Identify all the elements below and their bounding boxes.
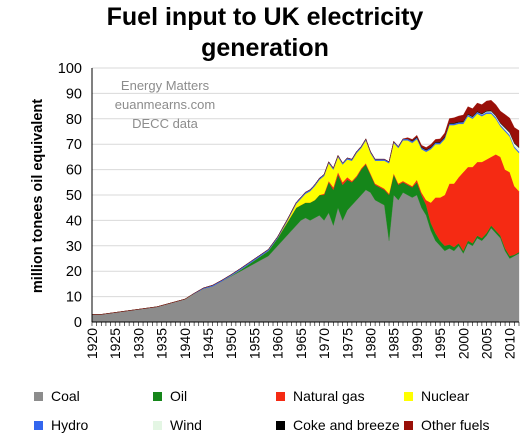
y-tick-label: 60 (66, 163, 82, 179)
x-tick-label: 1965 (293, 328, 309, 359)
y-tick-label: 90 (66, 86, 82, 102)
x-tick-label: 1970 (316, 328, 332, 359)
x-tick-label: 1925 (107, 328, 123, 359)
x-tick-label: 1990 (409, 328, 425, 359)
y-tick-label: 10 (66, 290, 82, 306)
x-tick-label: 2000 (455, 328, 471, 359)
x-tick-label: 1985 (386, 328, 402, 359)
annotation-line-3: DECC data (132, 116, 198, 131)
y-tick-label: 20 (66, 264, 82, 280)
y-tick-label: 80 (66, 112, 82, 128)
y-tick-label: 0 (74, 315, 82, 331)
x-tick-label: 1960 (270, 328, 286, 359)
x-tick-label: 1920 (84, 328, 100, 359)
annotation-line-1: Energy Matters (120, 78, 210, 93)
x-tick-label: 1975 (339, 328, 355, 359)
y-tick-label: 40 (66, 213, 82, 229)
annotation-line-2: euanmearns.com (114, 97, 216, 112)
x-tick-label: 1940 (177, 328, 193, 359)
x-tick-label: 1935 (154, 328, 170, 359)
y-tick-label: 30 (66, 239, 82, 255)
x-tick-label: 1955 (246, 328, 262, 359)
y-tick-label: 70 (66, 137, 82, 153)
chart-title-line-1: Fuel input to UK electricity (106, 3, 424, 31)
x-tick-label: 1950 (223, 328, 239, 359)
chart-title-line-2: generation (201, 34, 329, 62)
series-areas (91, 100, 520, 323)
chart-title: Fuel input to UK electricity generation (0, 2, 530, 64)
y-tick-label: 50 (66, 188, 82, 204)
axes: 0 10 20 30 40 50 60 70 80 90 100 1920 1925 1930 1935 19… (58, 61, 520, 359)
x-tick-label: 2010 (502, 328, 518, 359)
area-other-fuels (92, 100, 520, 315)
x-tick-label: 1930 (130, 328, 146, 359)
x-tick-label: 2005 (479, 328, 495, 359)
x-tick-label: 1995 (432, 328, 448, 359)
y-tick-label: 100 (58, 61, 82, 77)
x-tick-label: 1945 (200, 328, 216, 359)
x-tick-label: 1980 (362, 328, 378, 359)
source-annotation: Energy Matters euanmearns.com DECC data (105, 76, 225, 133)
